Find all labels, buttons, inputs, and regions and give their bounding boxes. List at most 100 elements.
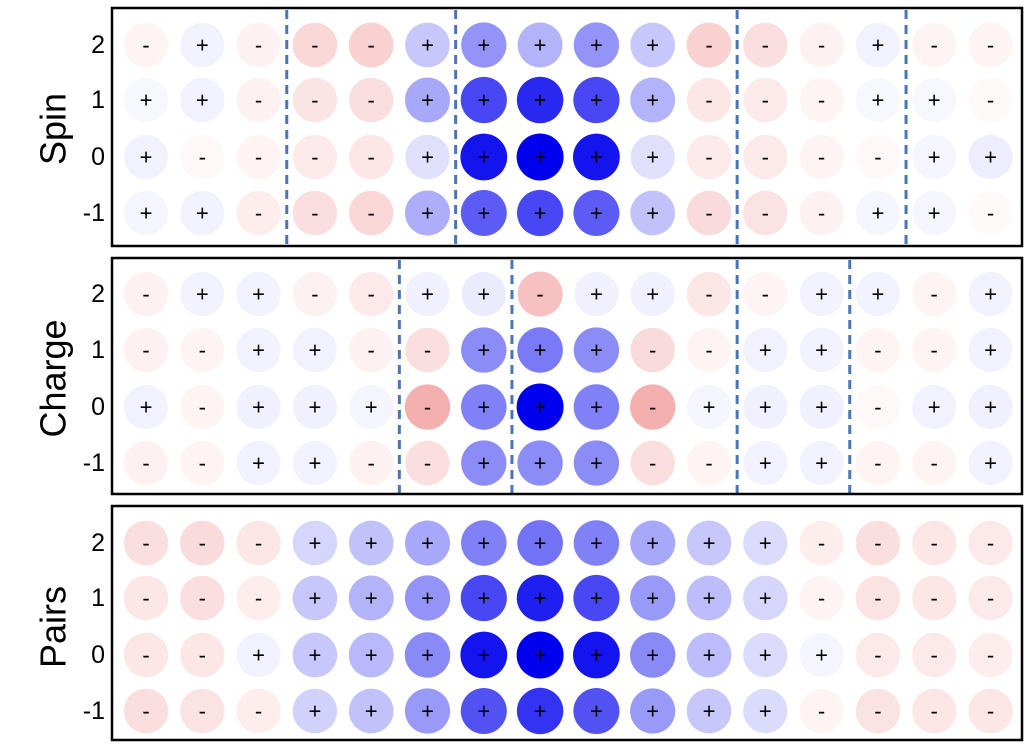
cell-sign: - xyxy=(255,699,262,724)
cell-sign: + xyxy=(759,338,772,363)
cell-circle xyxy=(404,632,451,678)
cell-circle xyxy=(799,134,844,180)
cell-circle xyxy=(404,575,451,621)
cell-sign: + xyxy=(984,451,997,476)
cell-circle xyxy=(236,22,281,68)
cell-sign: + xyxy=(477,282,490,307)
cell-sign: + xyxy=(421,33,434,58)
cell-sign: + xyxy=(308,643,321,668)
cell-circle xyxy=(855,632,901,678)
cell-sign: + xyxy=(196,201,209,226)
cell-circle xyxy=(686,440,732,486)
cell-circle xyxy=(686,190,732,236)
cell-sign: - xyxy=(987,643,994,668)
cell-sign: + xyxy=(984,282,997,307)
cell-sign: + xyxy=(308,531,321,556)
cell-sign: + xyxy=(534,33,547,58)
cell-sign: - xyxy=(311,33,318,58)
cell-circle xyxy=(573,76,620,124)
cell-sign: - xyxy=(762,282,769,307)
cell-sign: + xyxy=(308,338,321,363)
cell-circle xyxy=(461,520,507,566)
cell-sign: + xyxy=(421,531,434,556)
cell-sign: + xyxy=(590,451,603,476)
cell-circle xyxy=(911,688,957,734)
cell-sign: - xyxy=(874,338,881,363)
cell-sign: - xyxy=(255,531,262,556)
cell-circle xyxy=(743,575,788,621)
cell-circle xyxy=(517,520,563,566)
cell-circle xyxy=(855,520,901,566)
cell-sign: + xyxy=(928,395,941,420)
cell-sign: - xyxy=(818,88,825,113)
cell-circle xyxy=(630,688,676,734)
cell-circle xyxy=(686,384,732,430)
cell-circle xyxy=(348,520,394,566)
cell-circle xyxy=(180,384,225,430)
cell-sign: + xyxy=(252,395,265,420)
cell-sign: - xyxy=(818,33,825,58)
cell-sign: - xyxy=(368,282,375,307)
cell-circle xyxy=(799,190,844,236)
cell-circle xyxy=(630,440,675,486)
cell-circle xyxy=(686,134,732,180)
cell-circle xyxy=(516,687,564,735)
cell-circle xyxy=(686,688,732,734)
cell-sign: + xyxy=(590,586,603,611)
cell-sign: - xyxy=(931,699,938,724)
cell-circle xyxy=(912,440,957,486)
cell-circle xyxy=(911,520,957,566)
cell-sign: + xyxy=(871,282,884,307)
cell-circle xyxy=(348,632,394,678)
cell-circle xyxy=(180,77,225,123)
cell-sign: - xyxy=(199,586,206,611)
cell-circle xyxy=(236,384,281,430)
cell-sign: - xyxy=(818,145,825,170)
cell-circle xyxy=(573,440,620,486)
cell-sign: - xyxy=(649,338,656,363)
cell-circle xyxy=(968,384,1013,430)
panel-frame xyxy=(110,256,1024,496)
cell-sign: + xyxy=(646,282,659,307)
cell-circle xyxy=(292,688,338,734)
cell-sign: - xyxy=(311,201,318,226)
cell-sign: - xyxy=(424,451,431,476)
cell-sign: + xyxy=(534,201,547,226)
y-tick-label: 1 xyxy=(91,86,105,114)
cell-sign: + xyxy=(252,451,265,476)
cell-circle xyxy=(743,327,788,373)
cell-circle xyxy=(799,327,844,373)
cell-sign: + xyxy=(477,33,490,58)
cell-sign: + xyxy=(421,282,434,307)
cell-sign: + xyxy=(759,531,772,556)
y-tick-label: -1 xyxy=(83,199,105,227)
cell-circle xyxy=(743,134,788,180)
cell-sign: - xyxy=(874,643,881,668)
cell-sign: + xyxy=(421,145,434,170)
cell-circle xyxy=(404,384,451,430)
cell-sign: - xyxy=(142,531,149,556)
cell-circle xyxy=(855,327,900,373)
cell-circle xyxy=(686,271,732,317)
cell-sign: - xyxy=(199,451,206,476)
cell-sign: - xyxy=(705,145,712,170)
cell-sign: + xyxy=(759,699,772,724)
cell-sign: - xyxy=(987,33,994,58)
cell-sign: - xyxy=(818,699,825,724)
panel-charge: Charge 2 1 0 -1 - + + - - + + - + + - - + + - + - - + + - - + + + - - + +… xyxy=(33,256,1024,496)
cell-circle xyxy=(292,327,337,373)
y-tick-label: 0 xyxy=(91,143,105,171)
cell-circle xyxy=(292,632,338,678)
cell-sign: - xyxy=(199,699,206,724)
cell-circle xyxy=(968,440,1013,486)
cell-sign: + xyxy=(590,338,603,363)
cell-sign: + xyxy=(815,451,828,476)
cell-circle xyxy=(855,440,900,486)
y-axis-label: Spin xyxy=(33,93,74,165)
y-axis-label: Pairs xyxy=(33,586,74,668)
cell-sign: - xyxy=(199,338,206,363)
cell-sign: + xyxy=(477,145,490,170)
cell-sign: + xyxy=(534,395,547,420)
cell-circle xyxy=(630,384,676,430)
cell-sign: + xyxy=(252,643,265,668)
